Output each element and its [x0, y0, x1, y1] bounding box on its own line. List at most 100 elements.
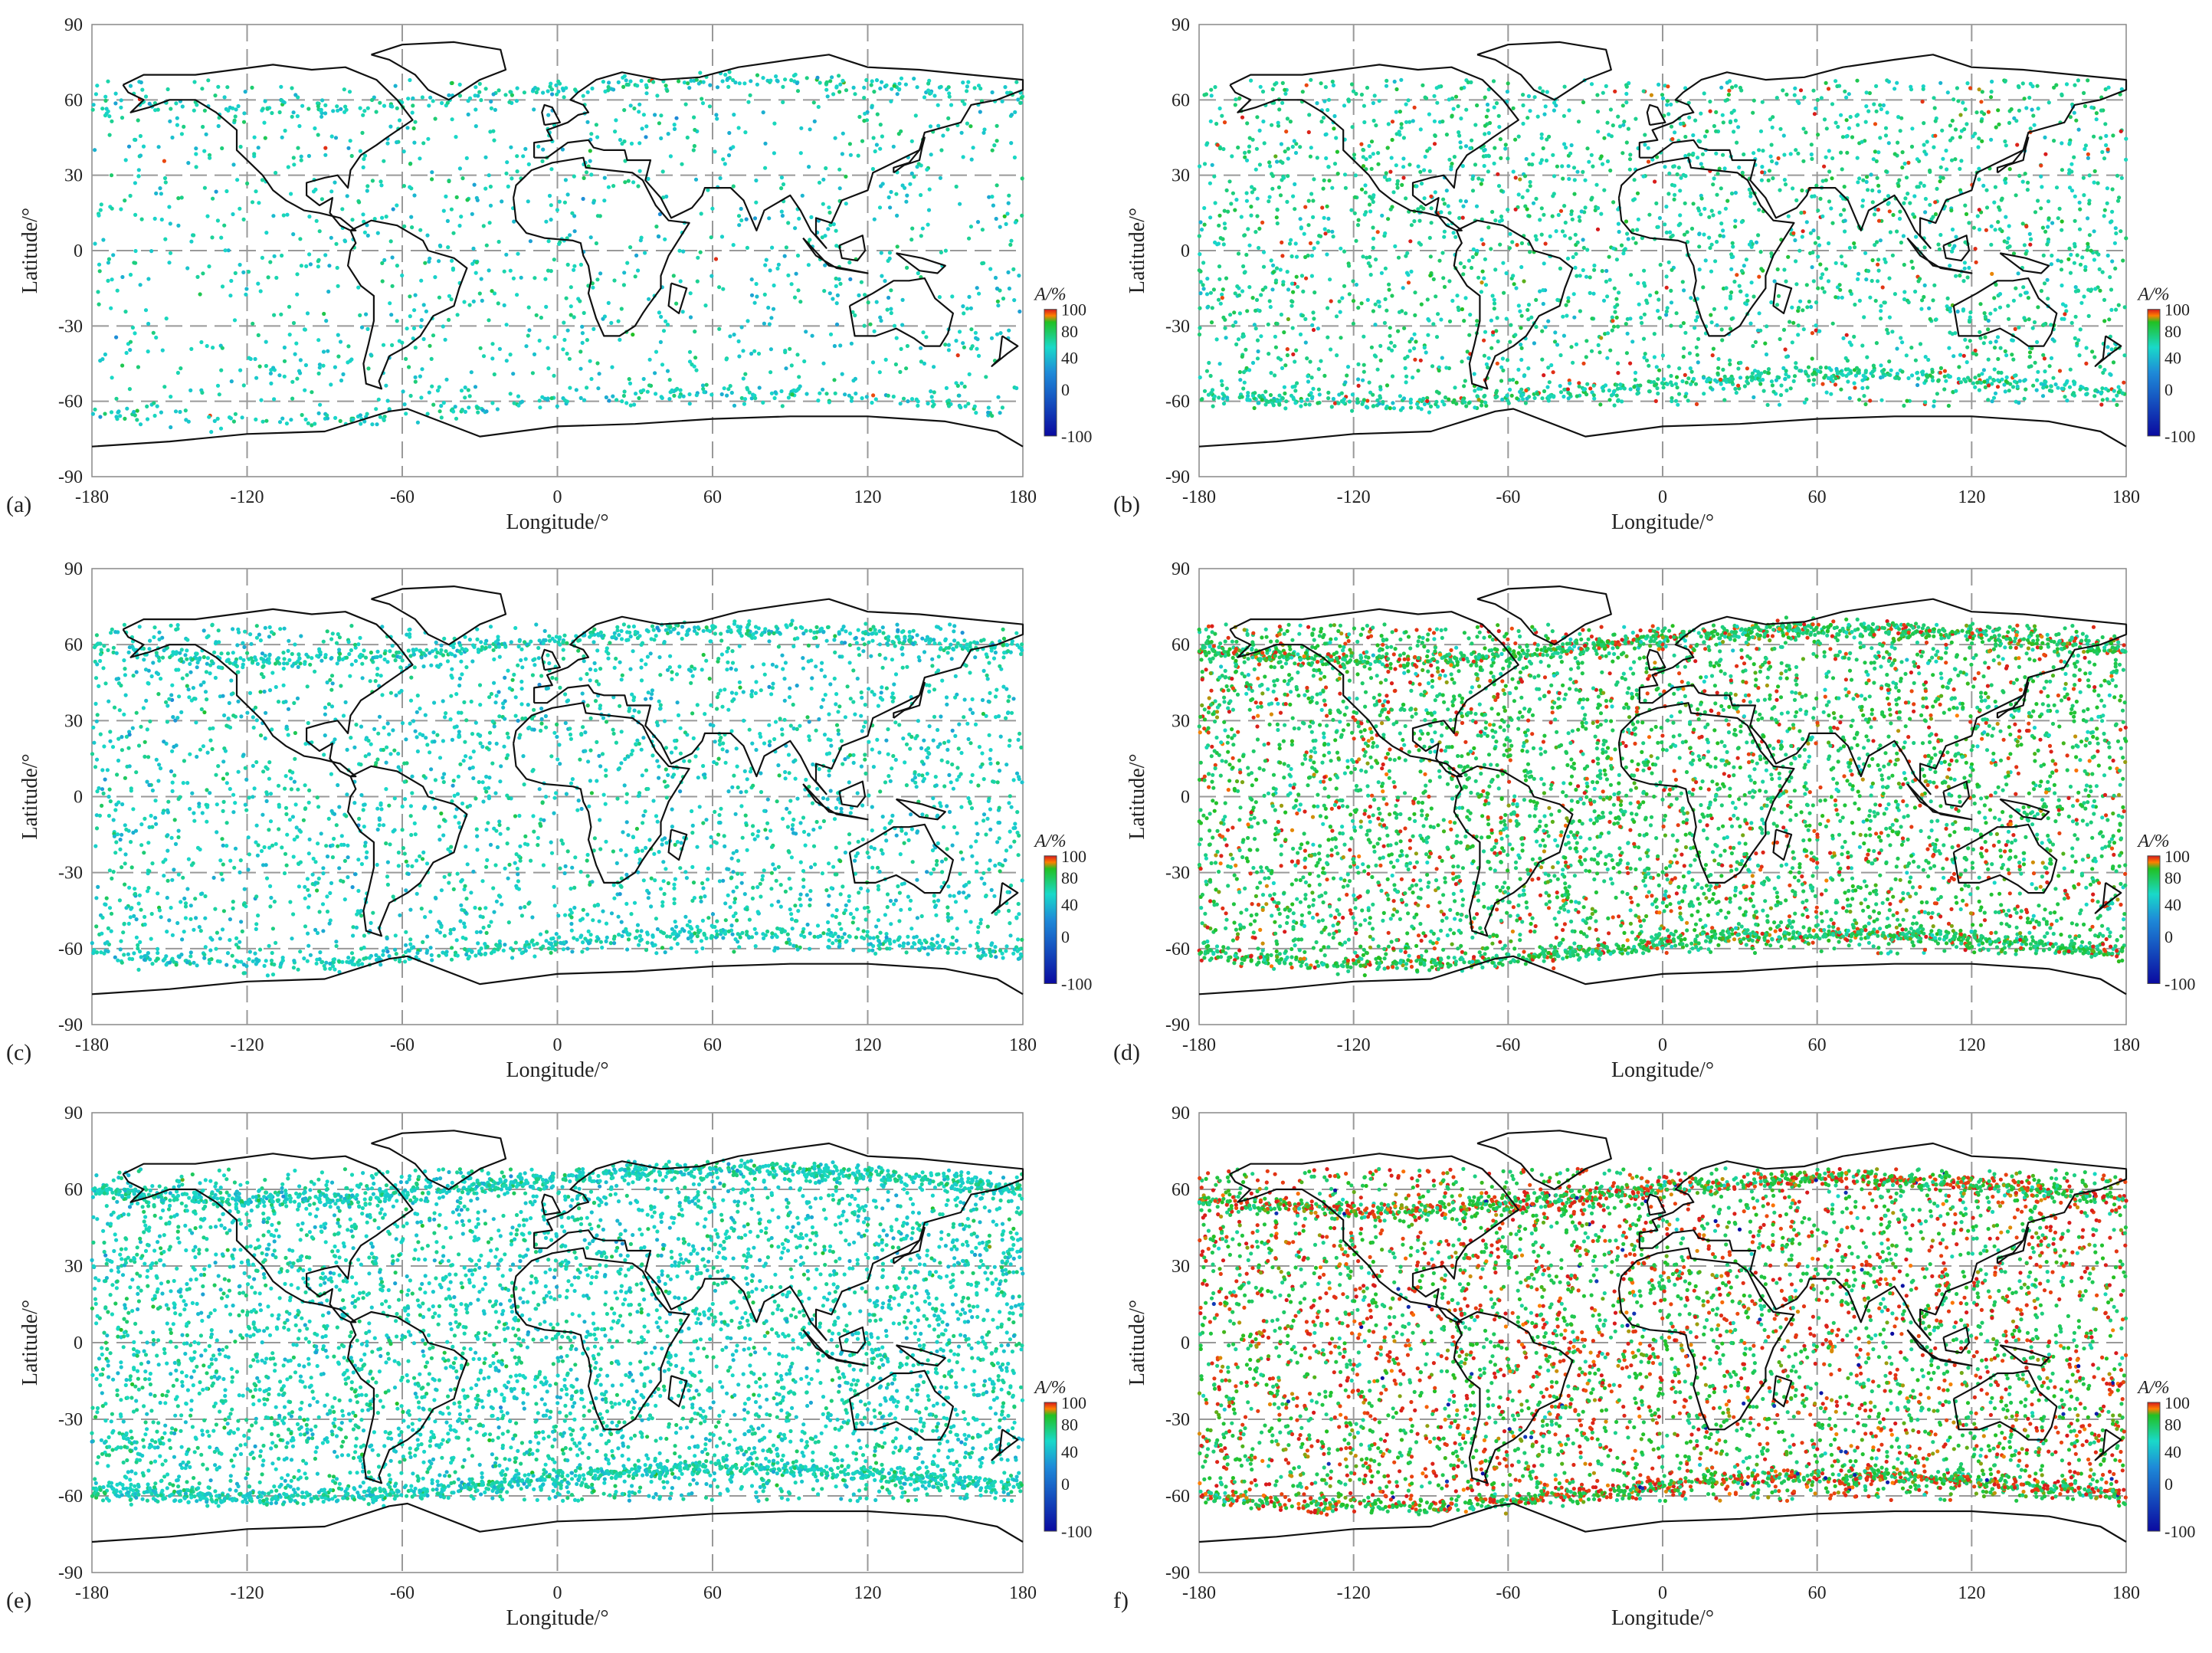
scatter-point	[1681, 280, 1685, 284]
scatter-point	[1860, 343, 1864, 347]
scatter-point	[834, 244, 838, 248]
scatter-point	[2100, 150, 2104, 154]
scatter-point	[596, 214, 600, 218]
scatter-point	[110, 120, 113, 123]
scatter-point	[401, 389, 405, 393]
scatter-point	[1559, 209, 1563, 213]
scatter-point	[1322, 100, 1326, 103]
scatter-point	[478, 291, 482, 295]
scatter-point	[194, 146, 198, 150]
scatter-point	[566, 192, 570, 196]
scatter-point	[1517, 135, 1521, 139]
scatter-point	[2010, 353, 2014, 356]
scatter-point	[1594, 183, 1598, 187]
scatter-point	[664, 84, 668, 87]
scatter-point	[1830, 156, 1834, 160]
scatter-point	[693, 144, 696, 148]
scatter-point	[403, 402, 407, 406]
scatter-point	[1968, 310, 1972, 314]
scatter-point	[492, 92, 496, 96]
scatter-point	[1669, 103, 1673, 107]
scatter-point	[2102, 214, 2106, 218]
scatter-point	[2003, 139, 2007, 143]
scatter-point	[910, 227, 914, 231]
scatter-point	[889, 307, 893, 311]
scatter-point	[103, 99, 107, 103]
scatter-point	[1794, 259, 1797, 263]
scatter-point	[1497, 125, 1501, 129]
scatter-point	[478, 82, 482, 86]
scatter-point	[1575, 343, 1578, 346]
scatter-point	[1721, 153, 1725, 157]
scatter-point	[2063, 312, 2066, 316]
scatter-point	[721, 157, 725, 161]
scatter-point	[200, 391, 204, 395]
scatter-point	[620, 307, 624, 310]
scatter-point	[1831, 322, 1835, 326]
scatter-point	[1777, 294, 1781, 298]
scatter-point	[1797, 249, 1801, 253]
scatter-point	[1801, 308, 1804, 312]
scatter-point	[1994, 228, 1997, 231]
scatter-point	[451, 267, 455, 271]
scatter-point	[292, 110, 296, 114]
scatter-point	[412, 141, 416, 145]
scatter-point	[944, 249, 948, 253]
scatter-point	[2067, 247, 2071, 251]
scatter-point	[2008, 244, 2012, 248]
scatter-point	[2076, 253, 2079, 257]
scatter-point	[1922, 184, 1926, 188]
scatter-point	[465, 198, 469, 202]
scatter-point	[320, 108, 323, 112]
scatter-point	[189, 240, 193, 244]
scatter-point	[1981, 184, 1985, 188]
scatter-point	[339, 339, 342, 343]
scatter-point	[801, 194, 805, 198]
scatter-point	[1319, 81, 1323, 85]
scatter-point	[1758, 311, 1761, 315]
scatter-point	[1666, 112, 1670, 116]
scatter-point	[245, 182, 249, 185]
scatter-point	[184, 408, 188, 412]
scatter-point	[169, 425, 172, 429]
scatter-point	[402, 225, 406, 228]
scatter-point	[1336, 172, 1340, 175]
scatter-point	[1493, 301, 1496, 305]
scatter-point	[990, 195, 994, 198]
scatter-point	[1616, 362, 1620, 366]
scatter-point	[709, 274, 713, 278]
scatter-point	[1346, 365, 1350, 369]
scatter-point	[947, 343, 951, 347]
scatter-point	[1572, 292, 1576, 296]
scatter-point	[1201, 261, 1205, 264]
scatter-point	[136, 118, 140, 122]
scatter-point	[1274, 346, 1278, 349]
scatter-point	[1311, 215, 1315, 219]
scatter-point	[844, 175, 847, 179]
scatter-point	[1693, 326, 1696, 330]
scatter-point	[1388, 334, 1391, 338]
scatter-point	[1526, 366, 1530, 370]
scatter-point	[106, 279, 110, 283]
scatter-point	[2104, 143, 2108, 147]
scatter-point	[1198, 252, 1201, 256]
scatter-point	[1661, 353, 1665, 357]
scatter-point	[257, 201, 261, 205]
scatter-point	[1020, 96, 1024, 100]
scatter-point	[1198, 333, 1201, 336]
scatter-point	[1773, 279, 1777, 283]
scatter-point	[1383, 321, 1387, 325]
scatter-point	[125, 351, 129, 355]
scatter-point	[402, 149, 406, 153]
scatter-point	[211, 346, 215, 349]
scatter-point	[700, 97, 703, 100]
scatter-point	[795, 272, 798, 276]
scatter-point	[1663, 165, 1666, 169]
scatter-point	[1216, 143, 1220, 147]
scatter-point	[660, 362, 664, 366]
scatter-point	[129, 340, 133, 344]
scatter-point	[1353, 212, 1357, 215]
scatter-point	[938, 295, 942, 299]
scatter-point	[550, 92, 554, 96]
scatter-point	[431, 333, 435, 337]
